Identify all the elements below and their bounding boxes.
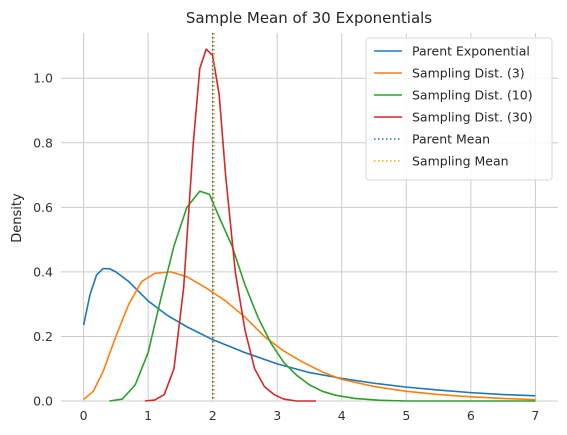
legend-label: Sampling Dist. (10) (412, 88, 533, 103)
x-tick-label: 6 (467, 408, 475, 423)
series-line-2 (83, 271, 536, 401)
legend: Parent Exponential Sampling Dist. (3) Samp… (365, 37, 553, 181)
y-tick-label: 0.8 (33, 135, 53, 150)
x-tick-label: 0 (80, 408, 88, 423)
legend-label: Parent Mean (412, 132, 490, 147)
y-tick-label: 0.4 (33, 264, 53, 279)
x-tick-label: 5 (402, 408, 410, 423)
series-lines (82, 33, 536, 402)
x-tick-label: 7 (531, 408, 539, 423)
legend-box (365, 37, 553, 181)
y-tick-label: 0.0 (33, 394, 53, 409)
series-line-1 (82, 267, 536, 397)
legend-label: Sampling Dist. (3) (412, 66, 525, 81)
chart-title: Sample Mean of 30 Exponentials (186, 9, 432, 27)
legend-label: Sampling Mean (412, 154, 509, 169)
y-axis-label: Density (10, 193, 25, 243)
x-tick-label: 1 (144, 408, 152, 423)
legend-label: Parent Exponential (412, 44, 530, 59)
y-tick-label: 1.0 (33, 71, 53, 86)
series-line-3 (109, 190, 536, 402)
x-tick-label: 2 (209, 408, 217, 423)
y-tick-label: 0.6 (33, 200, 53, 215)
x-tick-label: 4 (338, 408, 346, 423)
y-tick-label: 0.2 (33, 329, 53, 344)
legend-label: Sampling Dist. (30) (412, 110, 533, 125)
tick-labels: 0 1 2 3 4 5 6 7 0.0 0.2 0.4 0.6 0.8 1.0 (33, 71, 539, 423)
x-tick-label: 3 (273, 408, 281, 423)
series-line-4 (144, 48, 316, 402)
